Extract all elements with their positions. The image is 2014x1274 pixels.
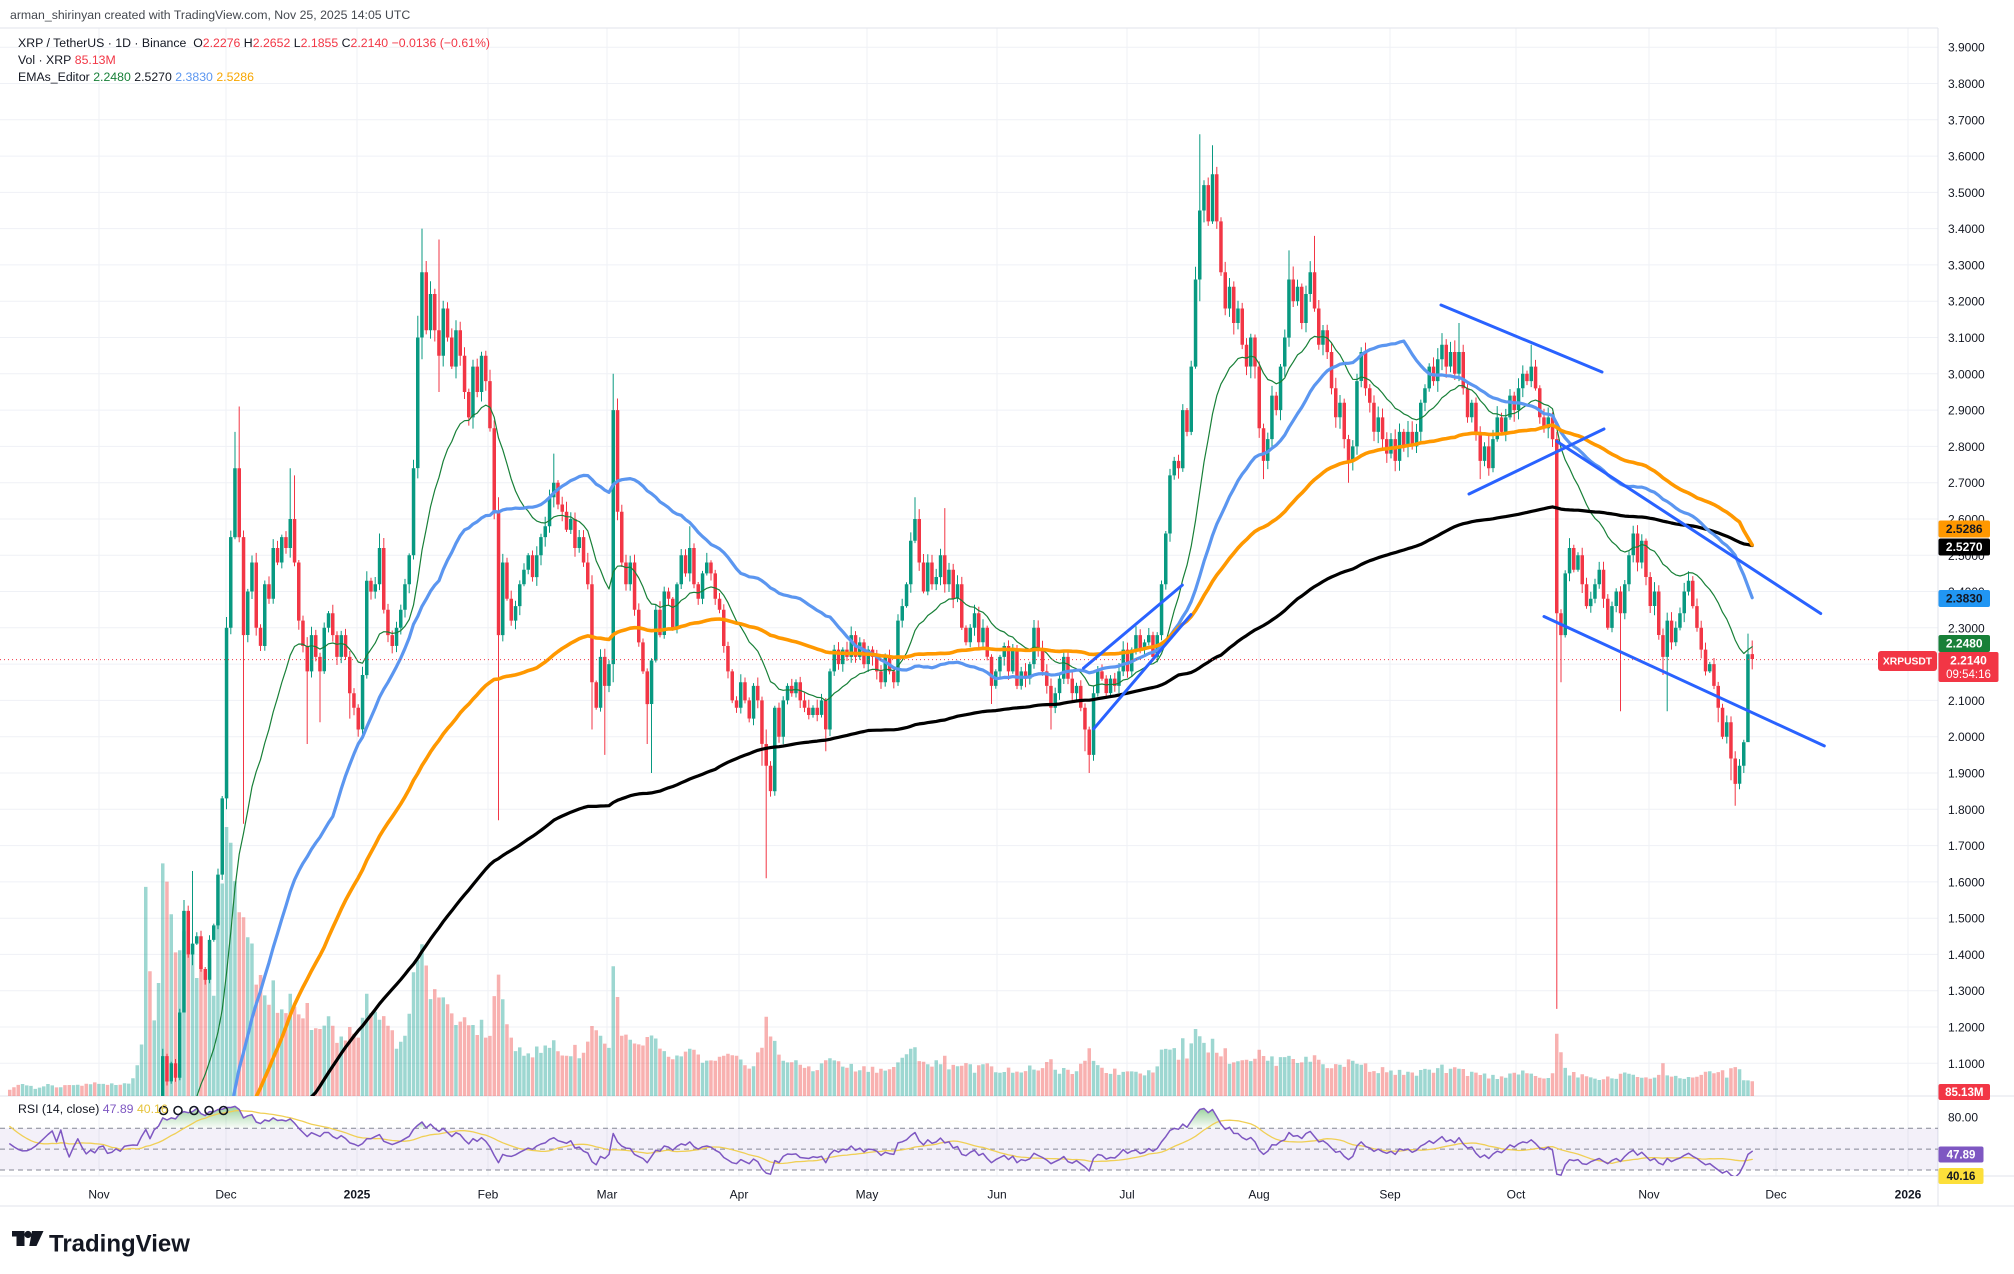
svg-text:RSI (14, close) 47.89 40.16: RSI (14, close) 47.89 40.16: [18, 1102, 168, 1116]
svg-text:3.2000: 3.2000: [1948, 295, 1985, 309]
svg-text:3.7000: 3.7000: [1948, 113, 1985, 127]
svg-text:1.3000: 1.3000: [1948, 984, 1985, 998]
svg-text:09:54:16: 09:54:16: [1946, 669, 1991, 681]
svg-text:2.8000: 2.8000: [1948, 440, 1985, 454]
svg-text:2.5270: 2.5270: [1946, 540, 1983, 554]
svg-text:Apr: Apr: [730, 1188, 749, 1202]
svg-text:2.2480: 2.2480: [1946, 637, 1983, 651]
svg-text:3.6000: 3.6000: [1948, 150, 1985, 164]
svg-text:2.7000: 2.7000: [1948, 476, 1985, 490]
svg-text:85.13M: 85.13M: [1945, 1087, 1983, 1099]
svg-text:EMAs_Editor 2.2480 2.5270 2.38: EMAs_Editor 2.2480 2.5270 2.3830 2.5286: [18, 70, 254, 84]
svg-text:47.89: 47.89: [1947, 1150, 1976, 1162]
svg-text:2.3830: 2.3830: [1946, 592, 1983, 606]
svg-text:1.1000: 1.1000: [1948, 1057, 1985, 1071]
svg-text:2.3000: 2.3000: [1948, 621, 1985, 635]
svg-text:Vol · XRP 85.13M: Vol · XRP 85.13M: [18, 53, 116, 67]
svg-text:2.5286: 2.5286: [1946, 522, 1983, 536]
svg-text:3.9000: 3.9000: [1948, 41, 1985, 55]
svg-text:XRP / TetherUS · 1D · Binance: XRP / TetherUS · 1D · Binance O2.2276 H2…: [18, 36, 490, 50]
svg-text:Dec: Dec: [1765, 1188, 1786, 1202]
svg-text:3.3000: 3.3000: [1948, 258, 1985, 272]
svg-text:3.1000: 3.1000: [1948, 331, 1985, 345]
svg-text:Jun: Jun: [987, 1188, 1006, 1202]
svg-text:1.2000: 1.2000: [1948, 1021, 1985, 1035]
svg-text:1.6000: 1.6000: [1948, 875, 1985, 889]
svg-text:1.9000: 1.9000: [1948, 767, 1985, 781]
svg-text:3.5000: 3.5000: [1948, 186, 1985, 200]
svg-text:Nov: Nov: [88, 1188, 109, 1202]
svg-text:May: May: [856, 1188, 879, 1202]
svg-text:3.4000: 3.4000: [1948, 222, 1985, 236]
svg-text:2026: 2026: [1895, 1188, 1922, 1202]
svg-text:Dec: Dec: [215, 1188, 236, 1202]
svg-text:1.7000: 1.7000: [1948, 839, 1985, 853]
svg-text:Oct: Oct: [1507, 1188, 1526, 1202]
svg-text:Nov: Nov: [1638, 1188, 1659, 1202]
svg-text:Mar: Mar: [597, 1188, 618, 1202]
svg-text:1.8000: 1.8000: [1948, 803, 1985, 817]
svg-text:2.2140: 2.2140: [1950, 654, 1987, 668]
svg-text:80.00: 80.00: [1948, 1111, 1978, 1125]
svg-text:40.16: 40.16: [1947, 1171, 1976, 1183]
svg-text:Feb: Feb: [478, 1188, 499, 1202]
svg-text:1.4000: 1.4000: [1948, 948, 1985, 962]
svg-text:Jul: Jul: [1119, 1188, 1134, 1202]
svg-text:2.1000: 2.1000: [1948, 694, 1985, 708]
svg-text:TradingView: TradingView: [49, 1231, 190, 1258]
svg-text:Sep: Sep: [1379, 1188, 1401, 1202]
svg-text:1.5000: 1.5000: [1948, 912, 1985, 926]
svg-text:2.0000: 2.0000: [1948, 730, 1985, 744]
svg-text:2025: 2025: [344, 1188, 371, 1202]
svg-text:2.9000: 2.9000: [1948, 404, 1985, 418]
svg-text:Aug: Aug: [1248, 1188, 1269, 1202]
svg-text:3.0000: 3.0000: [1948, 367, 1985, 381]
svg-text:arman_shirinyan created with T: arman_shirinyan created with TradingView…: [10, 8, 410, 22]
svg-text:XRPUSDT: XRPUSDT: [1883, 657, 1933, 668]
svg-text:3.8000: 3.8000: [1948, 77, 1985, 91]
